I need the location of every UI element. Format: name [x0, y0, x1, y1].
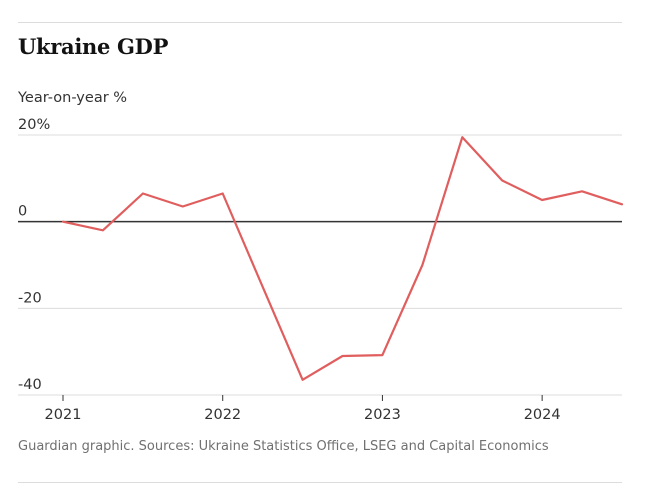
source-note: Guardian graphic. Sources: Ukraine Stati…: [18, 439, 549, 454]
gridlines: [18, 134, 622, 396]
x-axis: 2021 2022 2023 2024: [45, 395, 561, 423]
x-tick-label: 2024: [524, 407, 561, 423]
chart-title: Ukraine GDP: [18, 34, 169, 59]
y-tick-label: 20%: [18, 117, 50, 133]
series-layer: [61, 136, 624, 381]
x-tick-label: 2023: [364, 407, 401, 423]
x-tick-label: 2022: [204, 407, 241, 423]
top-rule: [18, 22, 622, 23]
bottom-rule: [18, 482, 622, 483]
y-axis: 20% 0 -20 -40: [18, 117, 50, 393]
y-axis-label: Year-on-year %: [18, 90, 128, 106]
y-tick-label: -20: [18, 290, 42, 306]
x-tick-label: 2021: [45, 407, 82, 423]
y-tick-label: 0: [18, 204, 27, 220]
series-line-ukraine-gdp: [61, 136, 624, 381]
y-tick-label: -40: [18, 377, 42, 393]
line-chart: 2021 2022 2023 2024 20% 0 -20 -40: [18, 117, 624, 423]
